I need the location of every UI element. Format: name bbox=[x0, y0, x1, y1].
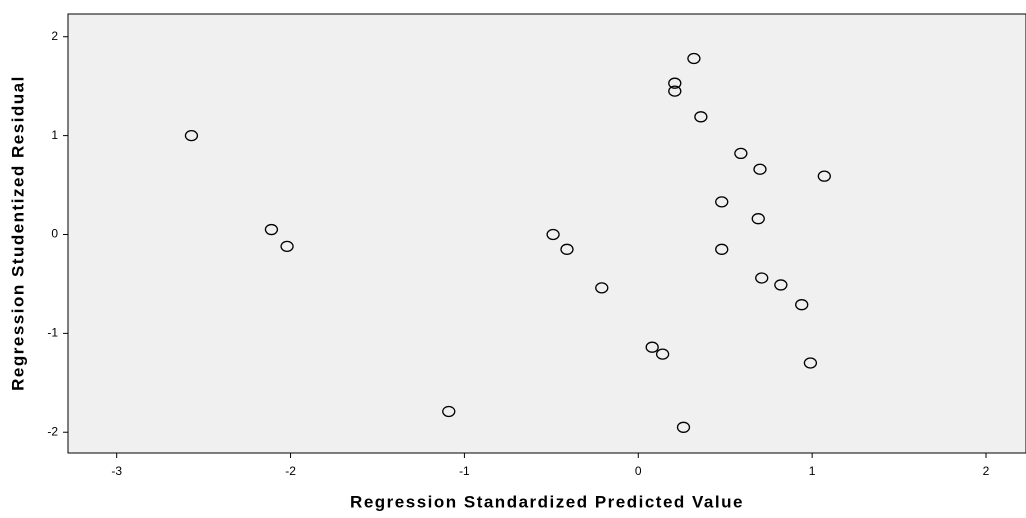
point bbox=[751, 213, 765, 225]
point bbox=[560, 243, 574, 255]
point bbox=[184, 129, 199, 142]
point bbox=[668, 85, 682, 97]
point bbox=[546, 228, 560, 241]
x-tick-label: -1 bbox=[459, 464, 470, 478]
point bbox=[676, 421, 691, 433]
point bbox=[645, 341, 659, 353]
point bbox=[687, 52, 701, 65]
y-tick-label: -2 bbox=[47, 424, 58, 438]
y-tick-label: 2 bbox=[51, 29, 58, 43]
point bbox=[795, 299, 809, 311]
point bbox=[734, 147, 748, 160]
point bbox=[280, 240, 294, 253]
point bbox=[715, 243, 729, 255]
y-tick-label: 1 bbox=[51, 128, 58, 142]
point bbox=[668, 77, 682, 89]
point bbox=[442, 405, 456, 418]
point bbox=[595, 282, 609, 294]
x-tick-label: -2 bbox=[285, 464, 296, 478]
x-tick-label: 2 bbox=[983, 464, 990, 478]
x-tick-label: 0 bbox=[635, 464, 642, 478]
point bbox=[264, 223, 279, 236]
y-axis-title: Regression Studentized Residual bbox=[8, 75, 27, 391]
point bbox=[753, 163, 767, 175]
x-axis-title: Regression Standardized Predicted Value bbox=[350, 492, 744, 511]
point bbox=[817, 170, 831, 182]
point bbox=[715, 196, 729, 208]
x-tick-label: 1 bbox=[809, 464, 816, 478]
y-tick-label: -1 bbox=[47, 326, 58, 340]
point bbox=[655, 348, 670, 360]
x-tick-label: -3 bbox=[111, 464, 122, 478]
point bbox=[803, 357, 818, 369]
point bbox=[755, 272, 769, 284]
point bbox=[774, 279, 788, 291]
y-tick-label: 0 bbox=[51, 227, 58, 241]
point bbox=[694, 111, 708, 123]
